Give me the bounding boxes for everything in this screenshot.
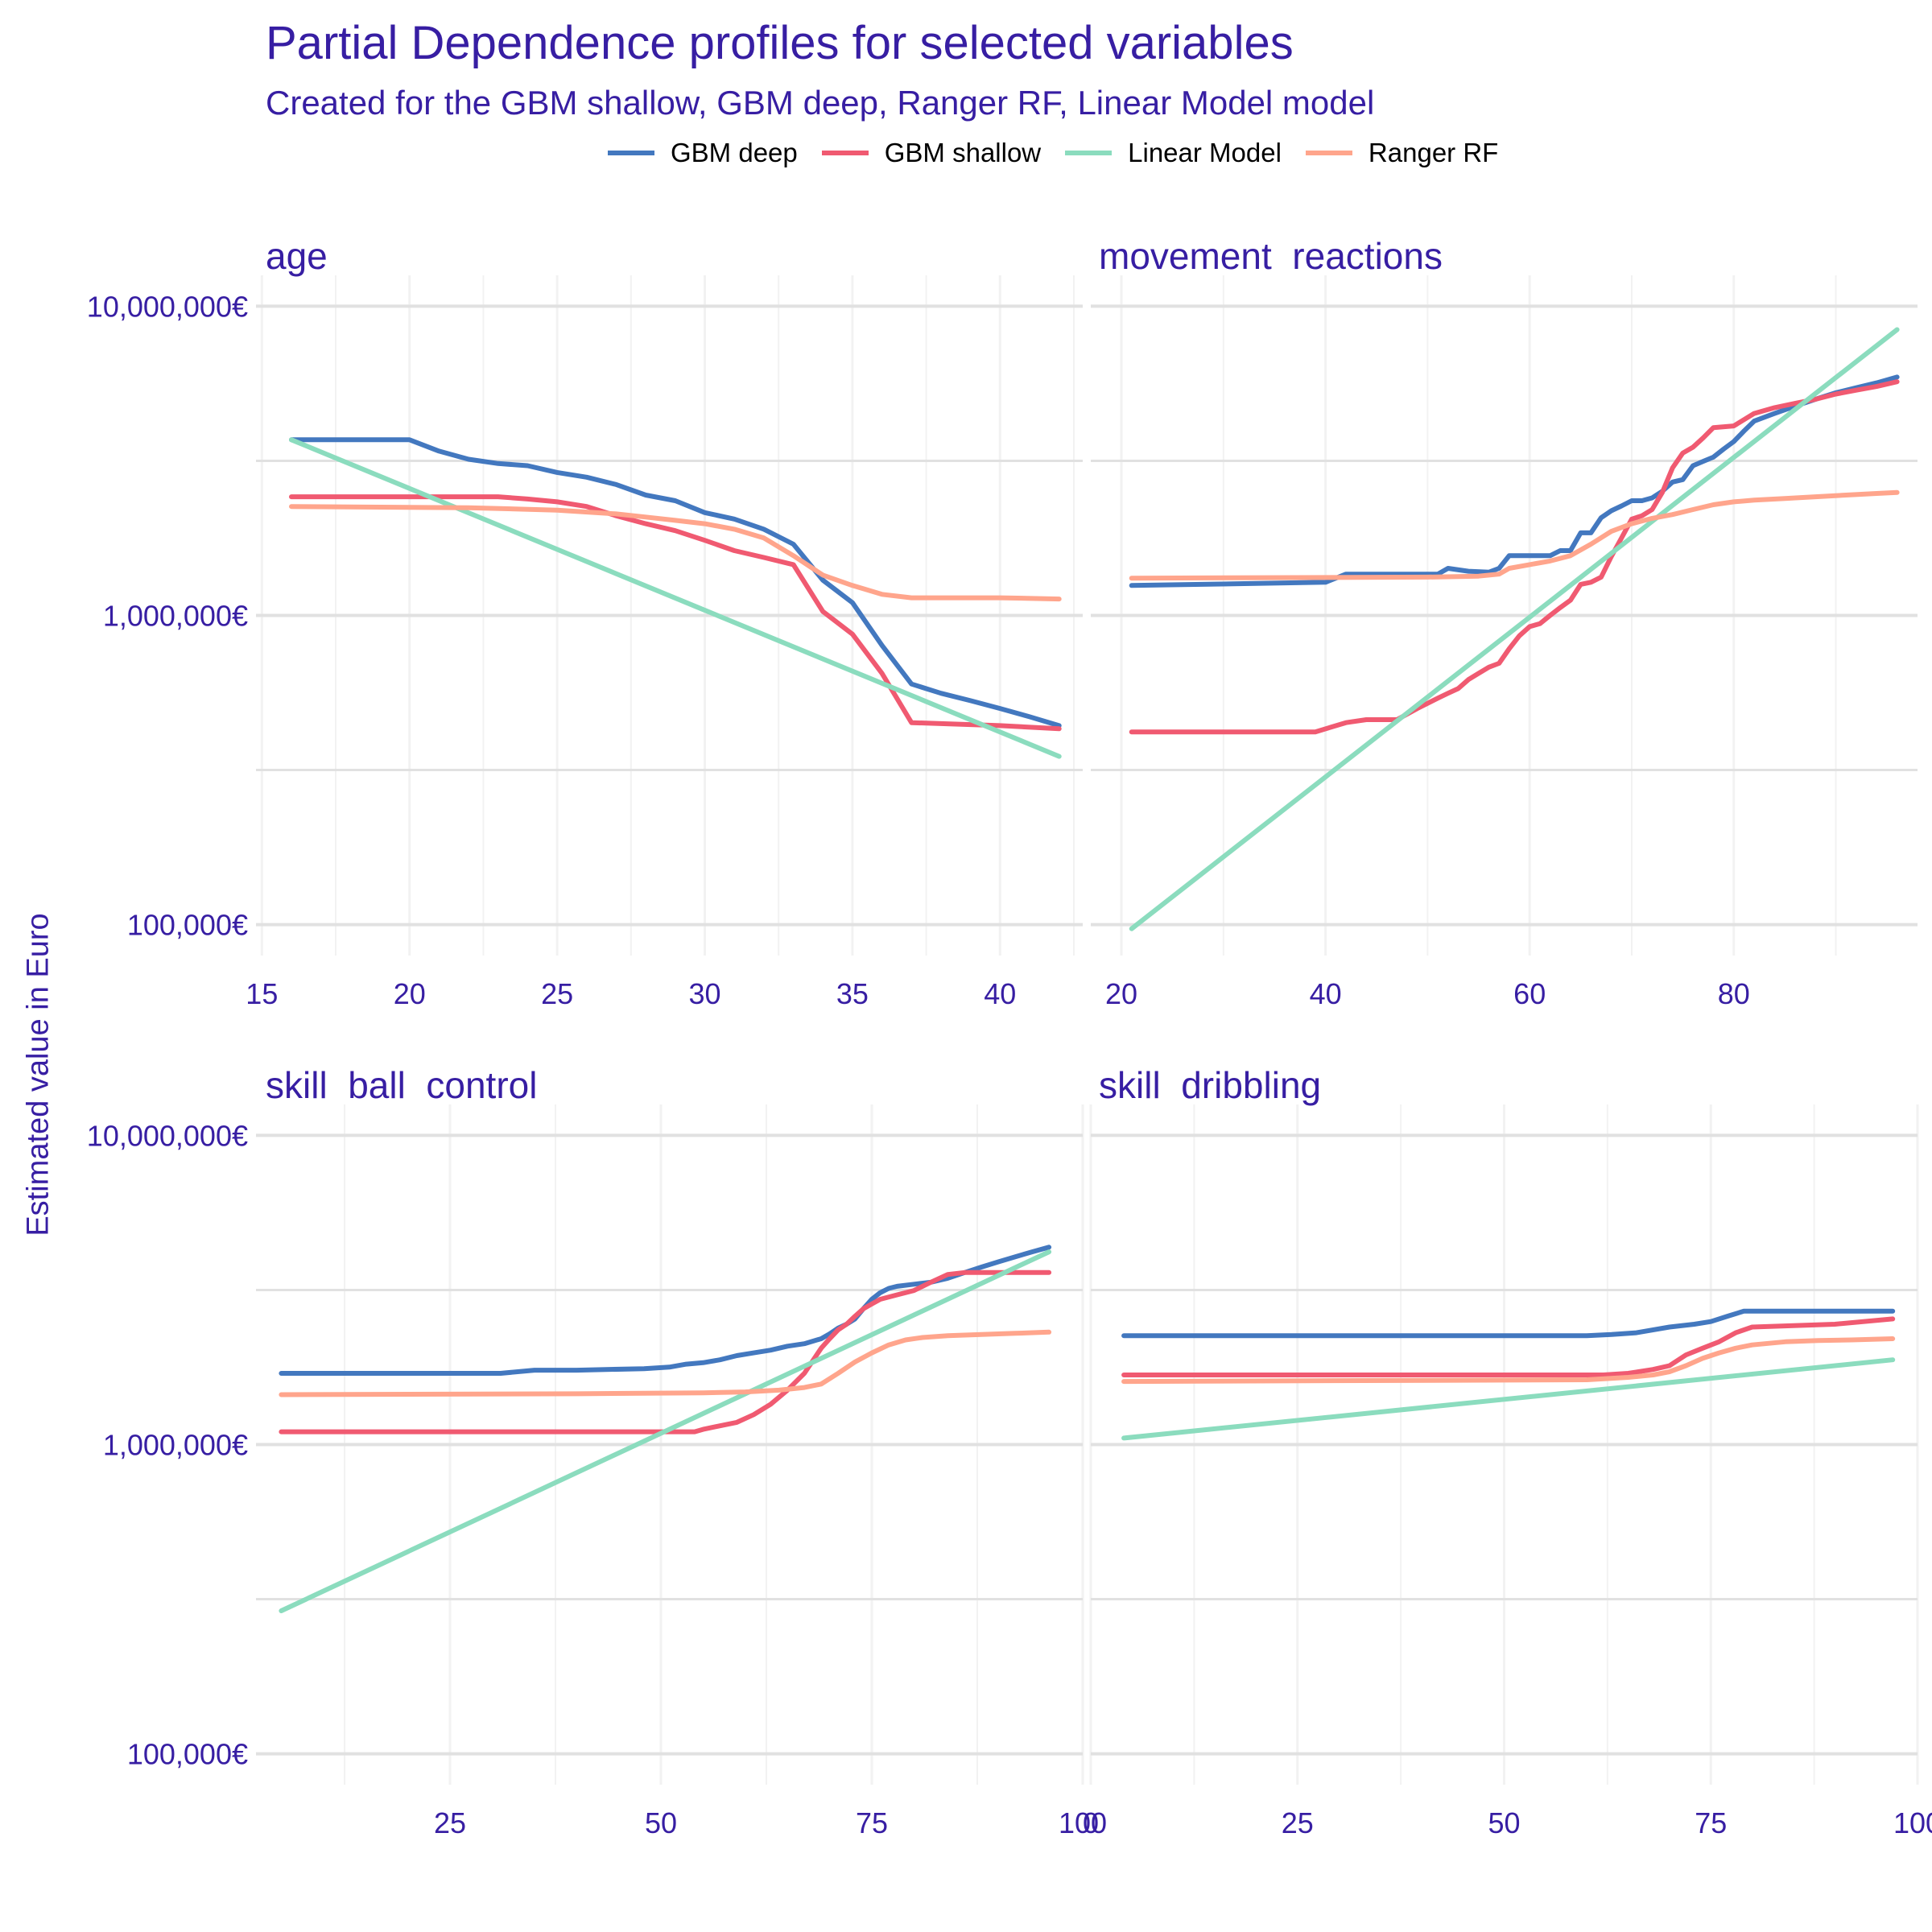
series-line-ranger-rf bbox=[289, 504, 1062, 602]
y-tick-label: 1,000,000€ bbox=[103, 1429, 248, 1462]
series-line-gbm-deep bbox=[289, 437, 1062, 729]
legend-swatch bbox=[1065, 151, 1113, 155]
legend-swatch bbox=[821, 151, 869, 155]
y-tick-label: 1,000,000€ bbox=[103, 600, 248, 633]
x-tick-label: 75 bbox=[856, 1806, 888, 1839]
x-tick-label: 0 bbox=[1083, 1806, 1099, 1839]
series-line-ranger-rf bbox=[279, 1329, 1052, 1397]
panel-title: skill dribbling bbox=[1099, 1064, 1321, 1106]
series-line-gbm-shallow bbox=[289, 494, 1062, 732]
series-line-gbm-shallow bbox=[279, 1269, 1052, 1435]
x-tick-label: 20 bbox=[394, 977, 426, 1010]
legend-label: Linear Model bbox=[1128, 138, 1282, 167]
series-line-gbm-shallow bbox=[1121, 1316, 1896, 1377]
y-tick-label: 10,000,000€ bbox=[87, 1119, 248, 1152]
series-line-gbm-deep bbox=[1129, 374, 1900, 588]
legend-swatch bbox=[1305, 151, 1352, 155]
x-tick-label: 25 bbox=[541, 977, 573, 1010]
y-tick-label: 100,000€ bbox=[127, 1738, 248, 1771]
panel-title: movement reactions bbox=[1099, 235, 1443, 277]
x-tick-label: 25 bbox=[434, 1806, 466, 1839]
panel-title: age bbox=[266, 235, 328, 277]
series-line-linear-model bbox=[289, 437, 1062, 759]
legend-label: Ranger RF bbox=[1368, 138, 1499, 167]
x-tick-label: 75 bbox=[1695, 1806, 1727, 1839]
x-tick-label: 40 bbox=[1310, 977, 1342, 1010]
legend: GBM deep GBM shallow Linear Model Ranger… bbox=[608, 135, 1522, 171]
chart-subtitle: Created for the GBM shallow, GBM deep, R… bbox=[266, 84, 1375, 122]
y-tick-label: 10,000,000€ bbox=[87, 290, 248, 323]
series-line-ranger-rf bbox=[1121, 1336, 1896, 1385]
legend-item-gbm-deep: GBM deep bbox=[608, 138, 798, 168]
legend-swatch bbox=[608, 151, 654, 155]
legend-label: GBM deep bbox=[671, 138, 798, 167]
series-line-linear-model bbox=[1121, 1357, 1896, 1441]
legend-item-linear-model: Linear Model bbox=[1065, 138, 1282, 168]
chart-title: Partial Dependence profiles for selected… bbox=[266, 17, 1294, 69]
x-tick-label: 40 bbox=[984, 977, 1016, 1010]
legend-item-ranger-rf: Ranger RF bbox=[1305, 138, 1499, 168]
y-tick-label: 100,000€ bbox=[127, 909, 248, 942]
x-tick-label: 25 bbox=[1282, 1806, 1314, 1839]
x-tick-label: 100 bbox=[1893, 1806, 1932, 1839]
series-line-linear-model bbox=[1129, 327, 1900, 931]
x-tick-label: 30 bbox=[688, 977, 720, 1010]
series-line-gbm-deep bbox=[279, 1245, 1052, 1376]
x-tick-label: 35 bbox=[836, 977, 869, 1010]
legend-item-gbm-shallow: GBM shallow bbox=[821, 138, 1042, 168]
series-line-gbm-deep bbox=[1121, 1308, 1896, 1339]
x-tick-label: 20 bbox=[1105, 977, 1137, 1010]
series-line-ranger-rf bbox=[1129, 489, 1900, 581]
x-tick-label: 15 bbox=[246, 977, 278, 1010]
x-tick-label: 50 bbox=[1488, 1806, 1520, 1839]
panel-title: skill ball control bbox=[266, 1064, 537, 1106]
x-tick-label: 80 bbox=[1718, 977, 1750, 1010]
x-tick-label: 100 bbox=[1059, 1806, 1107, 1839]
legend-label: GBM shallow bbox=[884, 138, 1042, 167]
series-line-gbm-shallow bbox=[1129, 379, 1900, 735]
x-tick-label: 50 bbox=[645, 1806, 677, 1839]
series-line-linear-model bbox=[279, 1249, 1052, 1613]
x-tick-label: 60 bbox=[1513, 977, 1546, 1010]
